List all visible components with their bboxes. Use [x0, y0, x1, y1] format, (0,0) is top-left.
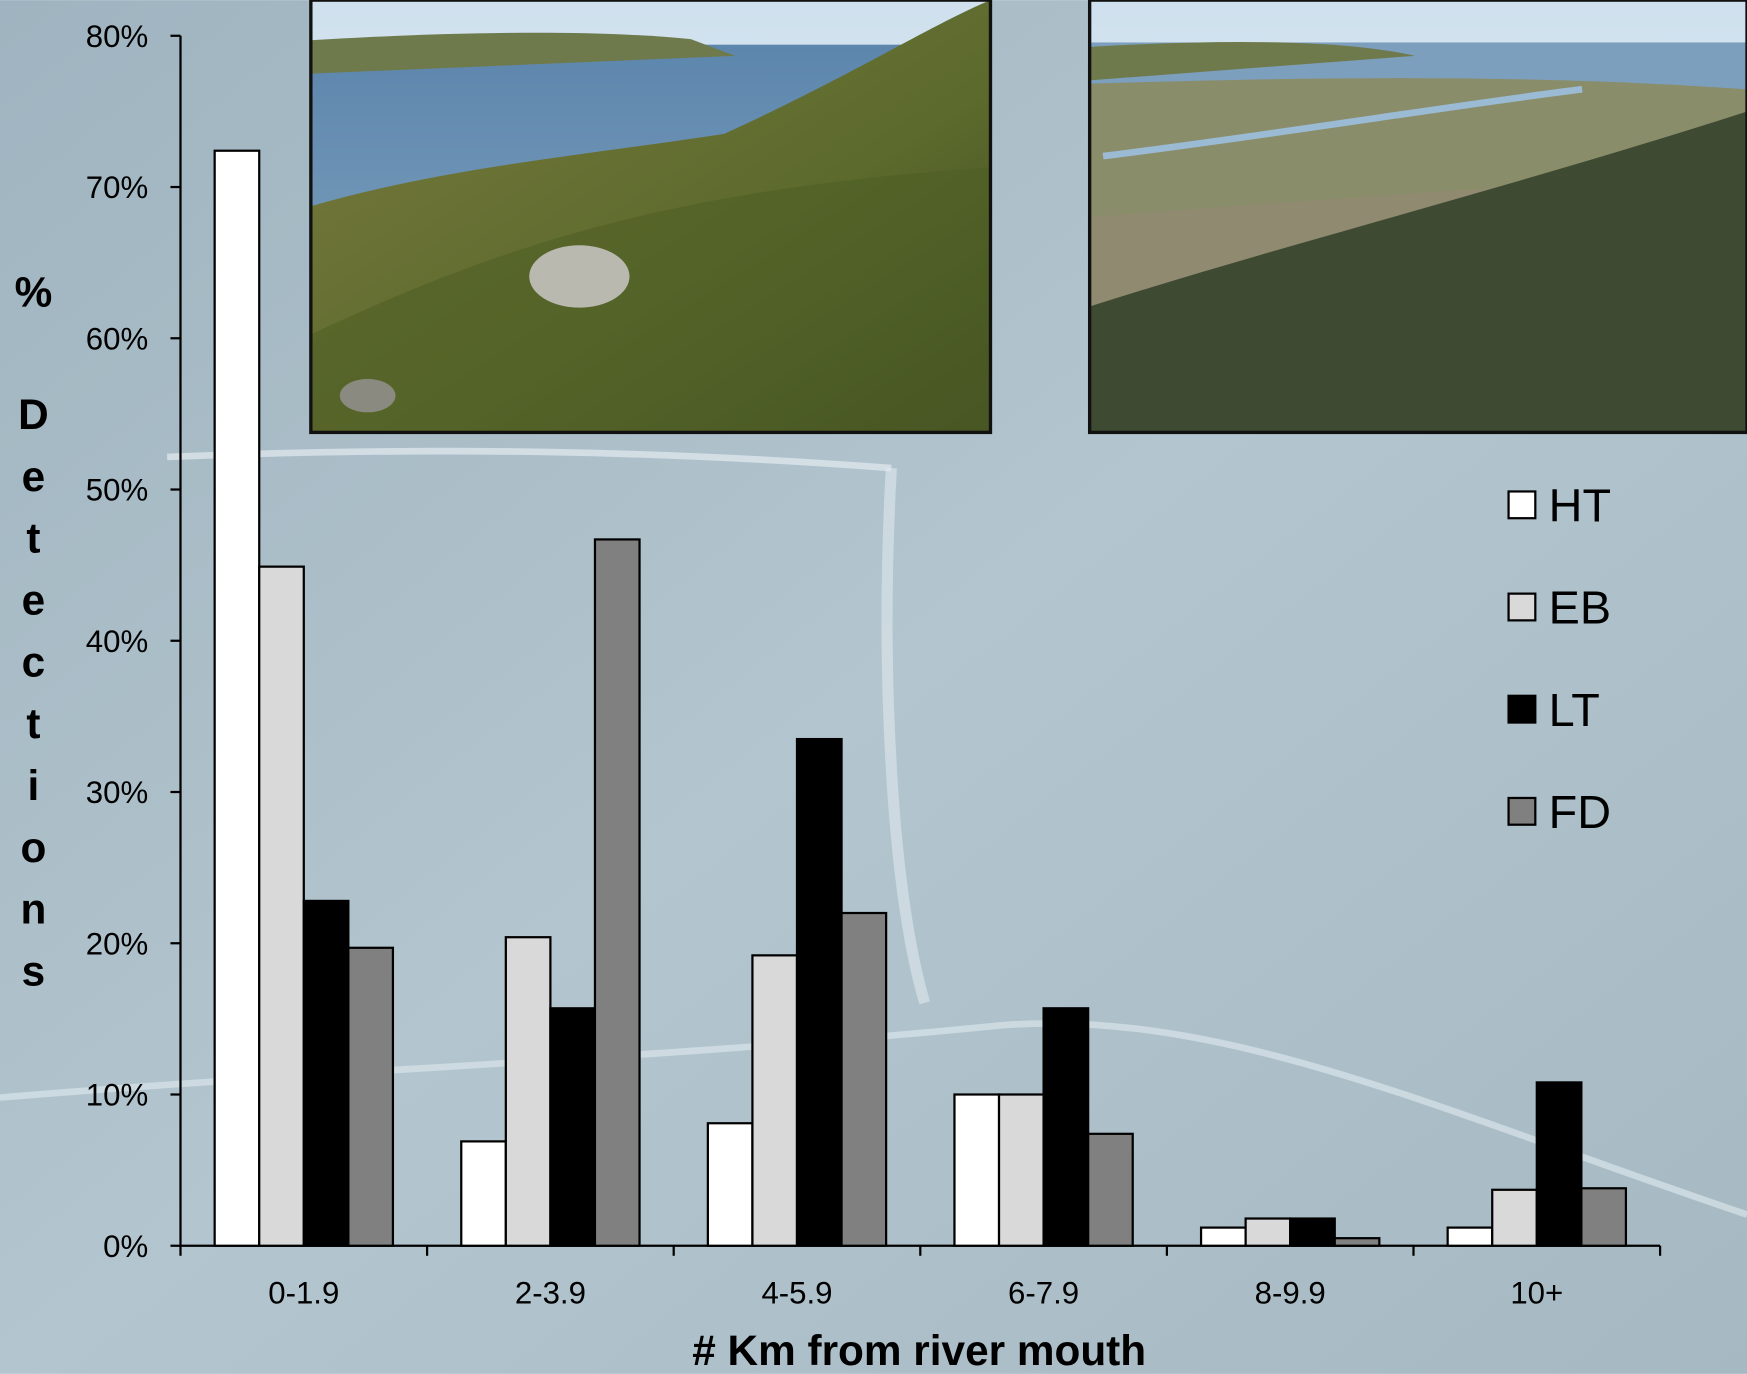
x-tick-label: 6-7.9 — [1008, 1276, 1079, 1311]
bar — [1446, 1226, 1494, 1247]
bar — [460, 1140, 507, 1247]
bar — [953, 1093, 1001, 1247]
legend-label: HT — [1549, 480, 1611, 532]
y-tick-label: 60% — [86, 321, 148, 356]
x-tick-label: 2-3.9 — [515, 1276, 586, 1311]
bar — [1087, 1132, 1134, 1247]
legend-label: EB — [1549, 582, 1611, 634]
legend-swatch — [1507, 796, 1537, 826]
bar — [795, 737, 843, 1247]
bar — [258, 565, 305, 1247]
y-tick-label: 70% — [86, 170, 148, 205]
background-texture — [881, 467, 931, 1005]
bar — [1580, 1187, 1628, 1247]
bar — [1491, 1188, 1538, 1247]
bar — [706, 1122, 754, 1247]
bar — [751, 954, 799, 1247]
background-texture — [166, 447, 892, 472]
bar — [1042, 1007, 1090, 1247]
legend-label: FD — [1549, 786, 1611, 838]
bar — [1333, 1237, 1381, 1247]
legend-swatch — [1507, 592, 1537, 622]
bar — [302, 899, 350, 1247]
bar — [1244, 1217, 1292, 1247]
x-axis-title: # Km from river mouth — [692, 1327, 1146, 1374]
bar — [593, 538, 641, 1247]
bar — [840, 911, 888, 1247]
y-tick-label: 80% — [86, 19, 148, 54]
bar — [997, 1093, 1045, 1247]
bar — [1535, 1081, 1583, 1247]
bar — [347, 946, 395, 1247]
legend-swatch — [1507, 490, 1537, 520]
bar — [549, 1007, 597, 1247]
y-tick-label: 40% — [86, 624, 148, 659]
y-tick-label: 20% — [86, 926, 148, 961]
photo-right — [1087, 0, 1747, 435]
x-tick-label: 4-5.9 — [761, 1276, 832, 1311]
photo-left — [309, 0, 993, 435]
legend-swatch — [1507, 694, 1537, 724]
y-tick-label: 10% — [86, 1078, 148, 1113]
bar — [213, 149, 261, 1247]
x-tick-label: 10+ — [1510, 1276, 1563, 1311]
y-tick-label: 0% — [103, 1229, 148, 1264]
x-tick-label: 0-1.9 — [268, 1276, 339, 1311]
y-tick-label: 30% — [86, 775, 148, 810]
x-tick-label: 8-9.9 — [1255, 1276, 1326, 1311]
bar — [1289, 1217, 1336, 1247]
bar — [504, 936, 552, 1247]
bar — [1199, 1226, 1247, 1247]
y-tick-label: 50% — [86, 473, 148, 508]
legend-label: LT — [1549, 684, 1600, 736]
